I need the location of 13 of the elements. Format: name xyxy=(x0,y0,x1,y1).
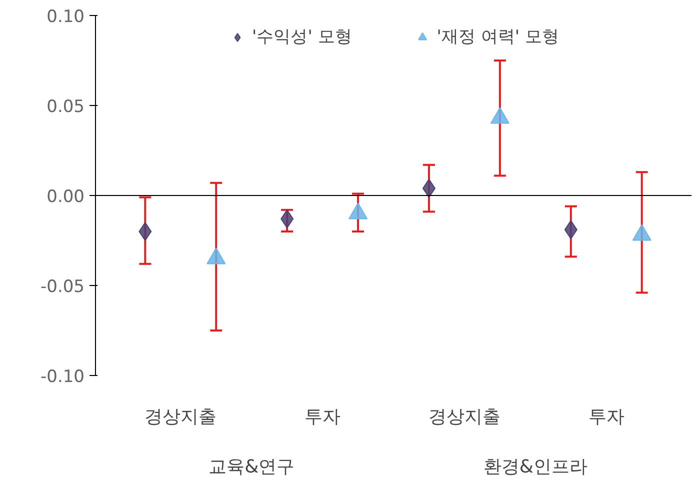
x-tick-label: 투자 xyxy=(588,406,624,428)
text: 교육&연구 xyxy=(208,456,295,478)
y-tick-label: 0.05 xyxy=(46,97,85,117)
text: 환경&인프라 xyxy=(483,456,588,478)
x-tick-label: 경상지출 xyxy=(428,406,500,428)
x-tick-label: 투자 xyxy=(304,406,341,428)
x-tick-label: 경상지출 xyxy=(144,406,217,428)
y-tick-label: -0.10 xyxy=(40,367,85,387)
legend-label: '재정 여력' 모형 xyxy=(436,26,559,48)
y-tick-label: 0.00 xyxy=(46,187,85,207)
y-tick-label: -0.05 xyxy=(40,277,85,297)
y-tick-label: 0.10 xyxy=(46,7,85,27)
legend-label: '수익성' 모형 xyxy=(252,26,352,48)
